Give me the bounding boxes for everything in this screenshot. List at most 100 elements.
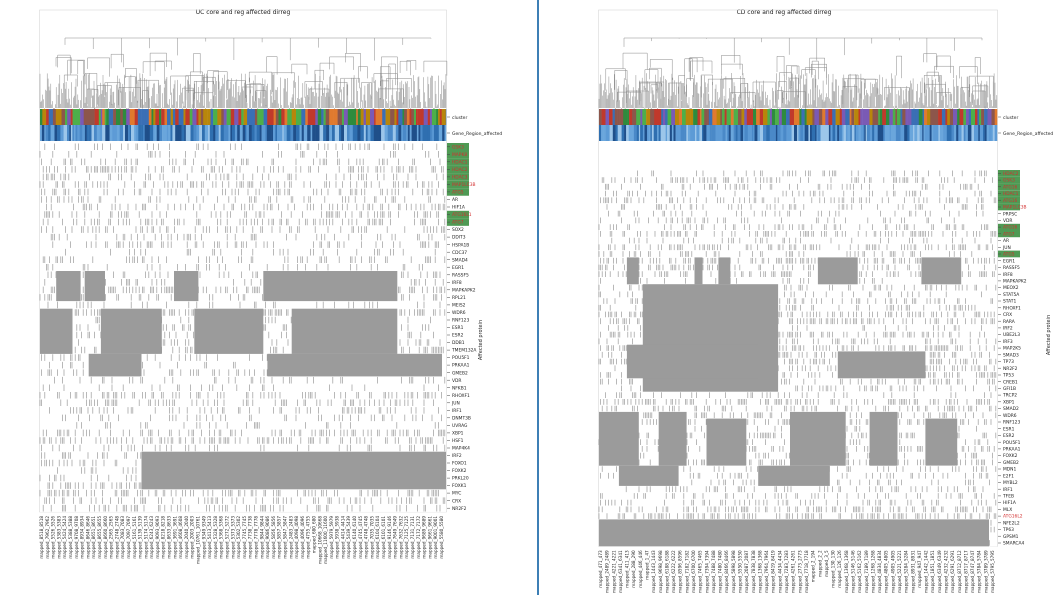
column-label: mapped_9093_9093 [155, 516, 160, 559]
gene-region-bar [40, 125, 447, 141]
row-label: E2F1 [1003, 473, 1014, 479]
row-label: IRF2 [1003, 326, 1013, 332]
column-label: mapped_7964_7964 [764, 550, 769, 593]
row-highlight [998, 190, 1020, 197]
column-label: mapped_1368_1368 [844, 550, 849, 593]
row-label: ATG7 [452, 220, 464, 226]
row-label: POU5F1 [1003, 440, 1021, 446]
column-label: mapped_6341_6341 [618, 550, 623, 593]
row-label: ATG16L1 [452, 212, 472, 218]
gene-region-bar [599, 125, 998, 141]
column-label: mapped_7778_7778 [254, 516, 259, 559]
column-label: mapped_8651_8651 [91, 516, 96, 559]
column-label: mapped_10668_10668 [317, 516, 322, 564]
column-label: mapped_7745_7745 [242, 516, 247, 559]
row-label: ESR2 [1003, 433, 1015, 439]
column-label: mapped_7189_7189 [864, 550, 869, 593]
column-label: mapped_471_473 [598, 550, 603, 588]
column-label: mapped_5550_5550 [738, 550, 743, 593]
column-label: mapped_4745_4745 [358, 516, 363, 559]
cd-heatmap-panel: CD core and reg affected dirreg cluster Ge… [540, 0, 1058, 595]
row-highlight [998, 250, 1020, 258]
row-label: GSK3 [452, 144, 464, 150]
row-highlight [998, 230, 1020, 238]
row-label: AR [452, 197, 458, 203]
row-label: CRX [452, 498, 461, 504]
row-label: VDR [1003, 218, 1012, 224]
row-label: UBE2L3 [1003, 332, 1020, 338]
column-label: mapped_446_446 [638, 550, 643, 588]
row-label: MAP1LC3B [1003, 205, 1027, 211]
row-label: FOXK1 [452, 483, 467, 489]
column-label: mapped_2748_2748 [114, 516, 119, 559]
row-label: MYBL2 [1003, 480, 1018, 486]
row-label: MAP4K4 [452, 446, 470, 452]
column-label: mapped_7632_7632 [398, 516, 403, 559]
row-label: TMEM132A [451, 348, 476, 354]
column-label: mapped_2040_2040 [184, 516, 189, 559]
column-label: mapped_6104_6104 [375, 516, 380, 559]
row-label: SMARCA4 [1003, 541, 1024, 547]
column-label: mapped_947_947 [917, 550, 922, 588]
row-label: PRPSC [1003, 211, 1017, 217]
column-label: mapped_8419_8419 [771, 550, 776, 593]
row-label: HDAC2 [452, 167, 468, 173]
column-label: mapped_9698_9698 [658, 550, 663, 593]
column-label: mapped_5272_5272 [225, 516, 230, 559]
column-label: mapped_5938_5938 [335, 516, 340, 559]
column-label: mapped_8931_8931 [910, 550, 915, 593]
row-label: PRKAA1 [452, 363, 470, 369]
row-highlight [998, 183, 1020, 191]
row-label: RNF123 [452, 318, 469, 324]
column-label: mapped_7394_7394 [704, 550, 709, 593]
column-label: mapped_4434_4434 [777, 550, 782, 593]
column-label: mapped_6700_6700 [691, 550, 696, 593]
row-label: ATG16 [1003, 198, 1018, 204]
row-label: NFKB1 [452, 385, 467, 391]
row-label: POU5F1 [452, 355, 470, 361]
column-label: mapped_2_194 [811, 550, 816, 582]
row-label: RHOXF1 [1003, 305, 1021, 311]
column-label: mapped_4232_4232 [944, 550, 949, 593]
row-label: IRF3 [1003, 339, 1013, 345]
row-label: PRKAA1 [1003, 447, 1021, 453]
row-label: UVRAG [452, 423, 468, 429]
row-label: HIF1A [452, 205, 465, 211]
column-label: mapped_6243_6243 [149, 516, 154, 559]
column-label: mapped_5898_5898 [731, 550, 736, 593]
column-label: mapped_5439_5439 [346, 516, 351, 559]
column-label: mapped_7097_7097 [126, 516, 131, 559]
row-label: SOX2 [452, 227, 464, 233]
cluster-bar [599, 109, 998, 125]
row-label: SMAD4 [452, 257, 468, 263]
row-label: NFE2L2 [1003, 520, 1020, 526]
column-label: mapped_5413_5413 [207, 516, 212, 559]
column-label: mapped_9146_9146 [387, 516, 392, 559]
column-label: mapped_8712_8712 [957, 550, 962, 593]
column-label: mapped_5526_5526 [51, 516, 56, 559]
row-label: MAP1LC3B [452, 182, 476, 188]
column-label: mapped_4096_4096 [300, 516, 305, 559]
row-label: WDR6 [1003, 413, 1017, 419]
column-label: mapped_1851_1851 [930, 550, 935, 593]
annotation-label-gene-region: Gene_Region_affected [1003, 131, 1053, 137]
column-label: mapped_288_290 [631, 550, 636, 588]
row-highlight [447, 210, 469, 219]
row-highlight [447, 165, 469, 174]
column-label: mapped_1443_1443 [651, 550, 656, 593]
column-label: mapped_5856_5856 [271, 516, 276, 559]
row-label: ATG16 [1003, 184, 1018, 190]
row-label: ATG16L2 [1003, 514, 1023, 520]
column-label: mapped_9661_9661 [427, 516, 432, 559]
column-label: mapped_8633_8633 [167, 516, 172, 559]
column-label: mapped_3789_3789 [983, 550, 988, 593]
column-label: mapped_8747_8747 [970, 550, 975, 593]
column-label: mapped_5302_5302 [236, 516, 241, 559]
column-label: mapped_8655_8655 [97, 516, 102, 559]
column-label: mapped_7649_7649 [393, 516, 398, 559]
column-label: mapped_8218_8218 [161, 516, 166, 559]
column-label: mapped_9844_9844 [259, 516, 264, 559]
column-label: mapped_6291_6291 [950, 550, 955, 593]
row-label: RHOXF1 [452, 393, 470, 399]
column-label: mapped_130_130 [831, 550, 836, 588]
